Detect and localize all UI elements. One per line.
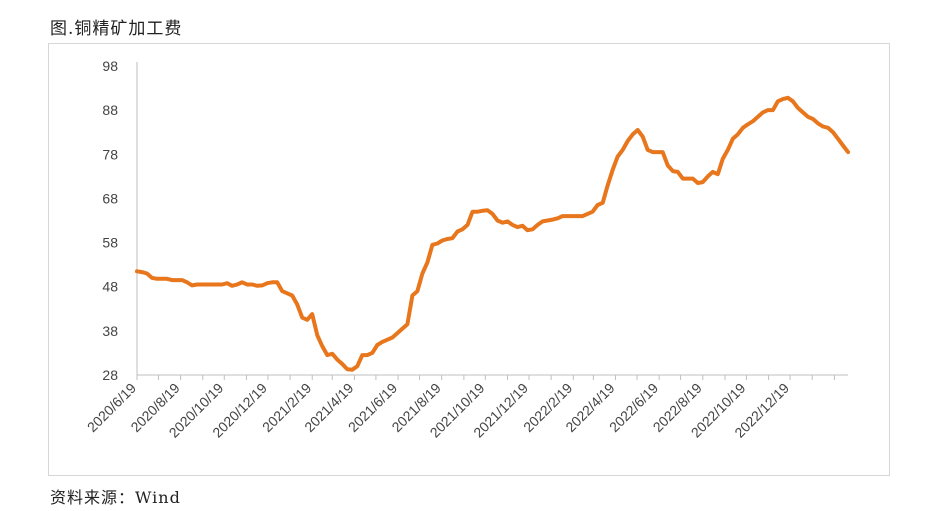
- y-tick-label: 38: [102, 323, 118, 339]
- source-note: 资料来源：Wind: [50, 488, 181, 507]
- series-line: [135, 95, 850, 372]
- y-tick-label: 78: [102, 146, 118, 162]
- y-tick-label: 58: [102, 235, 118, 251]
- y-tick-label: 28: [102, 367, 118, 383]
- y-tick-label: 68: [102, 190, 118, 206]
- y-tick-label: 48: [102, 279, 118, 295]
- chart-frame: [48, 43, 890, 476]
- y-tick-label: 88: [102, 102, 118, 118]
- y-tick-label: 98: [102, 58, 118, 74]
- chart-title: 图.铜精矿加工费: [50, 19, 183, 39]
